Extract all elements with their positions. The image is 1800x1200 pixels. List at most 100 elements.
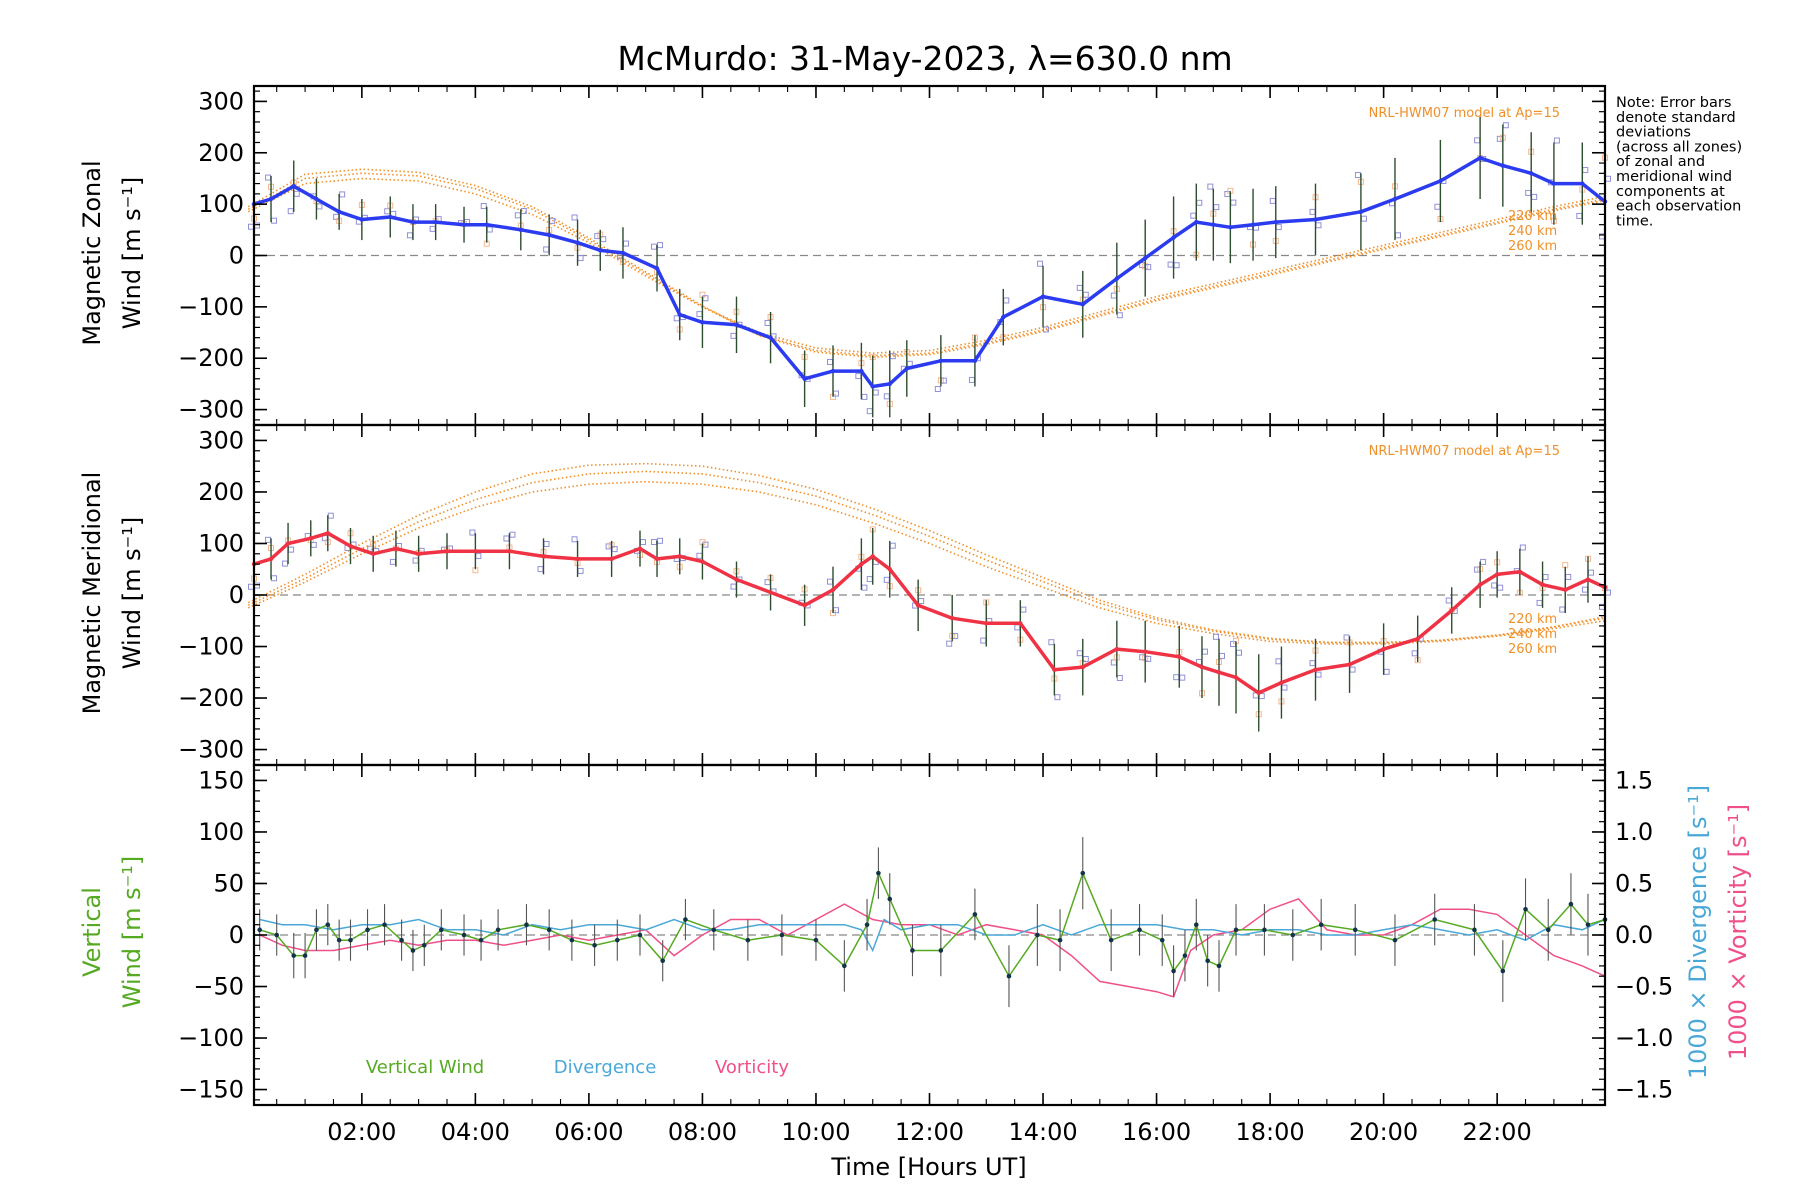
y-tick-label: −100	[178, 1024, 244, 1052]
zone-sample	[1054, 694, 1061, 701]
note-line: denote standard	[1616, 110, 1736, 126]
zonal-wind-panel: 300 200 100 0 −100 −200 −300 NRL-HWM07 model a…	[78, 84, 1611, 427]
wind-point	[1177, 654, 1182, 660]
wind-point	[575, 240, 580, 245]
divergence-ylabel: 1000 × Divergence [s⁻¹]	[1684, 785, 1712, 1079]
wind-point	[1250, 222, 1256, 227]
wind-point	[1052, 667, 1057, 672]
vertical-wind-point	[972, 912, 978, 917]
wind-point	[904, 366, 909, 371]
vertical-wind-point	[660, 958, 666, 964]
vertical-wind-point	[1159, 937, 1165, 943]
zonal-model-label: NRL-HWM07 model at Ap=15	[1369, 106, 1560, 121]
wind-point	[802, 376, 807, 381]
wind-point	[1143, 649, 1148, 654]
legend-vertical-wind: Vertical Wind	[366, 1057, 484, 1078]
vertical-wind-point	[1523, 906, 1528, 912]
wind-point	[1001, 314, 1006, 320]
meridional-alt-240: 240 km	[1508, 627, 1557, 642]
zone-sample	[946, 640, 953, 647]
zonal-marks: 300 200 100 0 −100 −200 −300	[178, 84, 1611, 427]
vertical-wind-point	[1035, 932, 1040, 938]
model-curve-220km	[247, 480, 1606, 645]
wind-point	[371, 551, 376, 556]
zonal-alt-220: 220 km	[1508, 209, 1557, 224]
x-tick-label: 14:00	[1008, 1118, 1077, 1146]
vertical-wind-panel: 1.5 1.0 0.5 0.0 −0.5 −1.0 −1.5 150 100 50 0 −50 −100…	[78, 763, 1752, 1181]
zonal-alt-240: 240 km	[1508, 224, 1557, 239]
vertical-wind-point	[637, 932, 643, 938]
vertical-wind-point	[1545, 927, 1551, 933]
vertical-wind-point	[1233, 927, 1239, 933]
wind-point	[830, 587, 836, 593]
vertical-wind-point	[257, 927, 262, 933]
note-line: meridional wind	[1616, 169, 1732, 185]
wind-point	[700, 559, 705, 564]
vertical-wind-point	[365, 927, 370, 933]
x-tick-label: 04:00	[441, 1118, 510, 1146]
vertical-wind-point	[745, 937, 751, 943]
wind-point	[859, 368, 864, 374]
y-tick-label: −200	[178, 684, 244, 712]
wind-point	[1347, 662, 1352, 667]
wind-point	[734, 322, 739, 328]
vertical-wind-point	[546, 927, 552, 933]
x-tick-label: 02:00	[327, 1118, 396, 1146]
wind-point	[1449, 608, 1454, 613]
vertical-ylabel-1: Vertical	[78, 887, 106, 977]
wind-point	[859, 561, 864, 567]
model-curve-240km	[247, 172, 1606, 357]
wind-point	[1114, 276, 1120, 281]
vertical-wind-point	[302, 953, 308, 958]
wind-point	[291, 183, 296, 189]
wind-point	[1199, 664, 1205, 670]
vertical-wind-point	[1006, 973, 1012, 979]
wind-point	[1585, 577, 1591, 582]
y2-tick-label: 1.0	[1615, 818, 1653, 846]
meridional-alt-260: 260 km	[1508, 642, 1557, 657]
y-tick-label: 0	[229, 581, 244, 609]
vertical-wind-point	[592, 943, 597, 948]
wind-point	[410, 219, 416, 225]
wind-point	[1256, 690, 1261, 696]
wind-point	[984, 621, 989, 626]
wind-point	[314, 196, 319, 202]
wind-point	[915, 603, 921, 608]
y2-tick-label: 0.5	[1615, 869, 1653, 897]
wind-point	[1392, 196, 1398, 202]
vertical-wind-line	[259, 870, 1606, 978]
zone-sample	[1213, 633, 1219, 640]
y-tick-label: 100	[198, 190, 244, 218]
zone-sample	[1553, 137, 1560, 144]
wind-point	[1040, 294, 1046, 299]
wind-point	[1216, 670, 1222, 675]
vertical-wind-point	[1318, 922, 1324, 927]
wind-point	[637, 546, 643, 551]
wind-point	[938, 358, 944, 363]
wind-point	[609, 556, 614, 562]
y-tick-label: −150	[178, 1076, 244, 1104]
wind-point	[484, 222, 489, 227]
wind-point	[1358, 209, 1364, 215]
wind-point	[677, 554, 682, 559]
wind-point	[620, 250, 626, 256]
zonal-ylabel-1: Magnetic Zonal	[78, 160, 106, 345]
vertical-wind-point	[1108, 937, 1114, 943]
wind-point	[1580, 181, 1585, 186]
wind-point	[1500, 163, 1506, 168]
wind-point	[518, 227, 523, 233]
meridional-model-label: NRL-HWM07 model at Ap=15	[1369, 444, 1560, 459]
wind-point	[700, 320, 705, 325]
y-tick-label: 100	[198, 529, 244, 557]
vertical-wind-point	[1193, 922, 1199, 927]
y-tick-label: 0	[229, 242, 244, 270]
y-tick-label: 200	[198, 139, 244, 167]
zone-sample	[1116, 312, 1123, 319]
wind-point	[1438, 178, 1443, 184]
vertical-wind-point	[1568, 901, 1574, 907]
zone-sample	[571, 536, 578, 543]
wind-point	[348, 543, 353, 549]
vertical-wind-point	[314, 927, 319, 933]
wind-point	[677, 312, 682, 317]
